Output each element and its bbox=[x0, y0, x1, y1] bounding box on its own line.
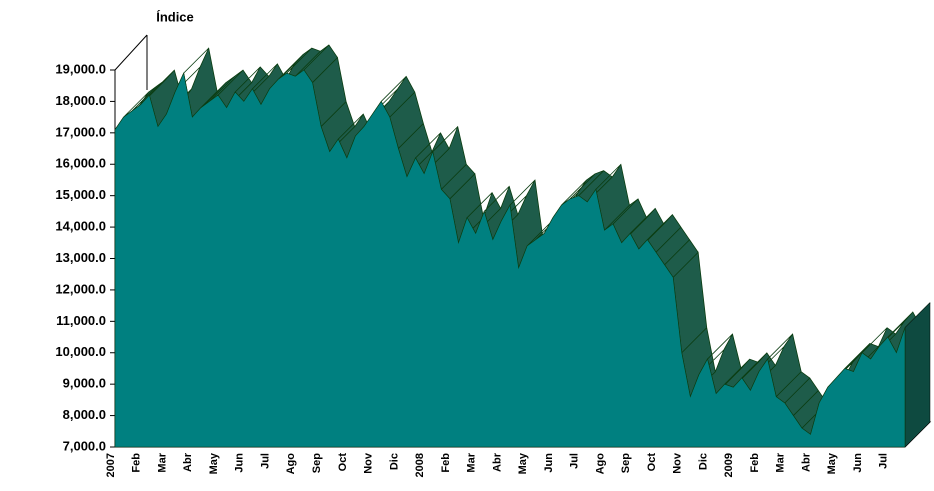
x-tick-label: 2007 bbox=[105, 453, 117, 477]
x-tick-label: Jul bbox=[569, 453, 581, 469]
y-tick-label: 15,000.0 bbox=[55, 187, 106, 202]
y-tick-label: 19,000.0 bbox=[55, 61, 106, 76]
axis-depth bbox=[114, 34, 148, 71]
x-tick-label: Sep bbox=[620, 453, 632, 473]
y-tick-label: 7,000.0 bbox=[63, 438, 106, 453]
x-tick-label: May bbox=[517, 452, 529, 474]
chart-title: Índice bbox=[156, 9, 194, 24]
y-tick-label: 16,000.0 bbox=[55, 156, 106, 171]
y-tick-label: 13,000.0 bbox=[55, 250, 106, 265]
x-tick-label: Feb bbox=[749, 453, 761, 473]
x-tick-label: Nov bbox=[672, 452, 684, 474]
y-tick-label: 18,000.0 bbox=[55, 93, 106, 108]
x-tick-label: Abr bbox=[491, 452, 503, 472]
area bbox=[114, 69, 906, 448]
x-tick-label: Sep bbox=[311, 453, 323, 473]
x-tick-label: Jun bbox=[852, 453, 864, 473]
x-tick-label: Nov bbox=[363, 452, 375, 474]
y-tick-label: 8,000.0 bbox=[63, 407, 106, 422]
x-tick-label: Mar bbox=[775, 452, 787, 472]
x-tick-label: Oct bbox=[337, 453, 349, 472]
y-tick-label: 9,000.0 bbox=[63, 376, 106, 391]
y-tick-label: 12,000.0 bbox=[55, 281, 106, 296]
x-tick-label: Jun bbox=[543, 453, 555, 473]
x-tick-label: Oct bbox=[646, 453, 658, 472]
x-tick-label: Jun bbox=[234, 453, 246, 473]
x-tick-label: May bbox=[826, 452, 838, 474]
y-tick-label: 10,000.0 bbox=[55, 344, 106, 359]
x-tick-label: Dic bbox=[388, 453, 400, 470]
x-tick-label: Mar bbox=[156, 452, 168, 472]
area-side bbox=[904, 302, 931, 448]
x-tick-label: Jul bbox=[259, 453, 271, 469]
x-tick-label: Feb bbox=[440, 453, 452, 473]
x-tick-label: May bbox=[208, 452, 220, 474]
x-tick-label: Ago bbox=[594, 453, 606, 475]
x-tick-label: Abr bbox=[800, 452, 812, 472]
x-tick-label: Feb bbox=[131, 453, 143, 473]
y-tick-label: 11,000.0 bbox=[56, 313, 106, 328]
x-tick-label: Ago bbox=[285, 453, 297, 475]
x-tick-label: Mar bbox=[466, 452, 478, 472]
y-tick-label: 17,000.0 bbox=[55, 124, 106, 139]
x-tick-label: 2009 bbox=[723, 453, 735, 477]
y-tick-label: 14,000.0 bbox=[55, 219, 106, 234]
x-tick-label: Jul bbox=[878, 453, 890, 469]
x-tick-label: Dic bbox=[697, 453, 709, 470]
x-tick-label: Abr bbox=[182, 452, 194, 472]
x-tick-label: 2008 bbox=[414, 453, 426, 477]
